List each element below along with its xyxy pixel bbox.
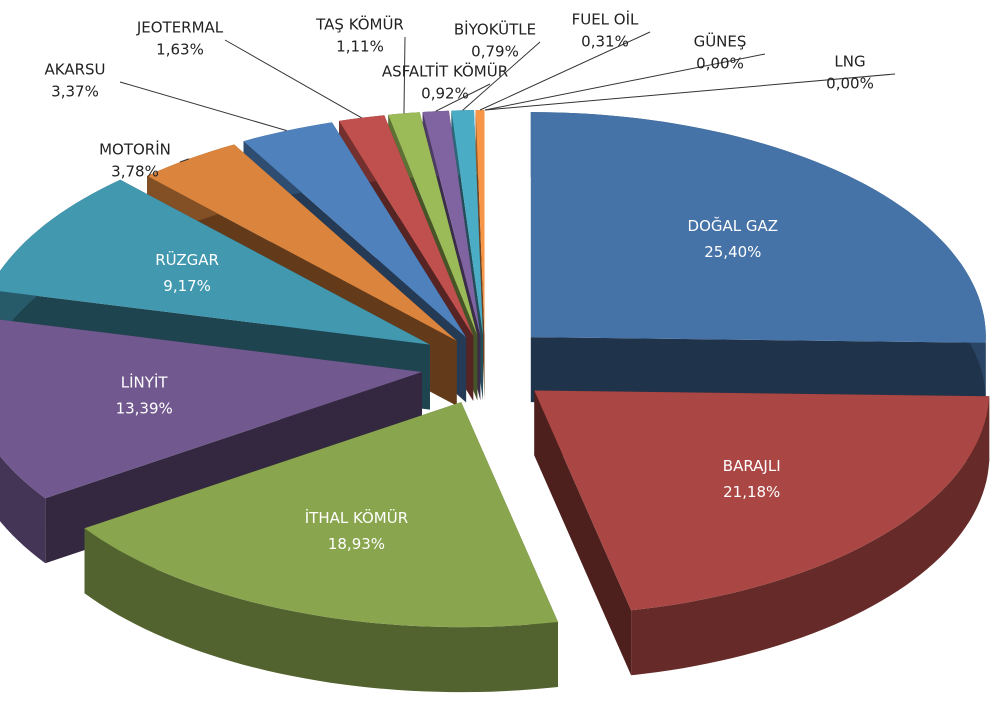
slice — [534, 390, 990, 611]
slice — [147, 144, 457, 341]
leader-line — [484, 73, 896, 111]
slice — [84, 402, 558, 628]
data-label-name: MOTORİN — [99, 140, 171, 159]
slice — [534, 390, 990, 676]
slice-wall — [0, 456, 46, 564]
slice — [339, 115, 474, 336]
leader-line — [484, 53, 766, 111]
data-label: 25,40% — [704, 243, 761, 261]
leader-line — [462, 41, 541, 111]
data-label-name: RÜZGAR — [155, 250, 219, 269]
data-label: 3,78% — [111, 163, 159, 181]
data-label-name: FUEL OİL — [572, 10, 639, 29]
data-label-name: DOĞAL GAZ — [688, 216, 779, 235]
leader-line — [435, 83, 491, 112]
data-label: 21,18% — [723, 483, 780, 501]
slice — [475, 110, 485, 335]
data-label-name: BİYOKÜTLE — [454, 20, 536, 39]
data-label: 0,00% — [696, 55, 744, 73]
data-label-name: BARAJLI — [723, 457, 781, 475]
leader-line — [403, 36, 406, 114]
data-label: 9,17% — [163, 277, 211, 295]
slice-wall — [631, 396, 990, 676]
data-label: 3,37% — [51, 83, 99, 101]
data-label-name: AKARSU — [44, 61, 105, 79]
data-label: 0,79% — [471, 43, 519, 61]
slice — [243, 122, 467, 338]
slice — [451, 110, 483, 335]
data-label-name: LİNYİT — [121, 373, 169, 392]
data-label-name: JEOTERMAL — [136, 19, 224, 37]
slice — [0, 319, 422, 499]
leader-line — [479, 31, 651, 111]
data-label-name: LNG — [834, 53, 865, 71]
data-label-name: GÜNEŞ — [694, 32, 747, 51]
data-label: 1,11% — [336, 38, 384, 56]
data-label: 18,93% — [328, 535, 385, 553]
slice — [388, 112, 478, 336]
data-label: 1,63% — [156, 41, 204, 59]
slice — [530, 112, 986, 408]
slice — [84, 402, 558, 693]
leader-line — [119, 81, 287, 132]
data-label: 0,92% — [421, 85, 469, 103]
leader-line — [224, 39, 362, 119]
data-label-name: ASFALTİT KÖMÜR — [382, 62, 508, 81]
data-label: 0,31% — [581, 33, 629, 51]
slice — [422, 110, 481, 336]
leader-line — [179, 158, 189, 163]
slice-side — [530, 337, 986, 408]
slice-wall — [84, 528, 558, 693]
data-label-name: TAŞ KÖMÜR — [315, 15, 404, 34]
data-label: 0,00% — [826, 75, 874, 93]
data-label-name: İTHAL KÖMÜR — [305, 508, 408, 527]
data-label: 13,39% — [116, 400, 173, 418]
slice — [530, 112, 986, 343]
slice-side — [534, 390, 632, 676]
slice — [0, 179, 430, 345]
